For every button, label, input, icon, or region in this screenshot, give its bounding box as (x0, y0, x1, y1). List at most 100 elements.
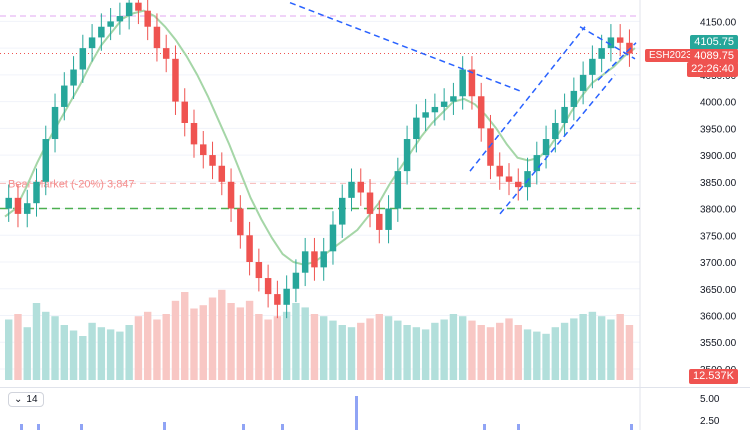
volume-bar (199, 305, 207, 380)
y-tick-label: 3800.00 (700, 205, 737, 216)
volume-bar (588, 311, 597, 380)
volume-bar (51, 316, 59, 380)
candle-body (70, 69, 77, 86)
candle-body (264, 278, 272, 295)
volume-bar (616, 314, 624, 380)
candle-body (403, 139, 411, 172)
candle-body (116, 16, 124, 22)
channel-upper-line (469, 26, 586, 172)
indicator-toggle-button[interactable]: ⌄ 14 (8, 392, 44, 407)
volume-bar (440, 319, 448, 380)
indicator-pane[interactable]: ⌄ 14 (0, 387, 750, 431)
volume-bar (88, 322, 96, 380)
y-tick-label: 3600.00 (700, 311, 737, 322)
volume-bar (5, 319, 13, 380)
volume-bar (60, 325, 68, 380)
volume-bar (357, 322, 365, 380)
volume-tag: 12.537K (689, 369, 738, 384)
volume-bar (310, 314, 319, 380)
sub-indicator-bar (483, 424, 486, 430)
wedge-top-line (579, 26, 636, 60)
volume-bar (14, 314, 22, 380)
candle-body (542, 139, 550, 156)
candle-body (79, 48, 87, 70)
candle-body (172, 58, 179, 102)
y-tick-label: 4000.00 (700, 98, 737, 109)
volume-bar (347, 327, 356, 380)
volume-bar (97, 327, 106, 380)
candle-body (431, 106, 439, 113)
candle-body (589, 58, 596, 75)
volume-bar (496, 322, 504, 380)
volume-bar (106, 329, 115, 380)
candle-body (218, 165, 226, 182)
candle-body (357, 181, 365, 193)
y-tick-label: 4150.00 (700, 17, 737, 28)
candle-body (366, 192, 374, 214)
candle-body (413, 117, 420, 140)
candle-body (42, 139, 50, 182)
volume-bar (477, 325, 485, 380)
candle-body (338, 197, 346, 225)
volume-bar (375, 314, 383, 380)
candle-body (200, 144, 207, 156)
sub-indicator-bar (242, 424, 245, 430)
volume-bar (69, 330, 78, 380)
sub-indicator-bar (163, 422, 166, 430)
sub-indicator-bar (355, 396, 358, 430)
sub-indicator-bar (37, 424, 40, 430)
candle-body (422, 112, 429, 118)
candle-body (579, 74, 587, 91)
candle-body (190, 122, 198, 145)
chevron-down-icon: ⌄ (14, 394, 23, 405)
volume-bar (625, 325, 634, 380)
volume-bar (125, 325, 133, 380)
volume-bar (236, 307, 245, 380)
candle-body (125, 2, 133, 17)
volume-bar (116, 331, 124, 380)
candle-body (607, 37, 615, 49)
candle-body (376, 213, 383, 230)
volume-bar (514, 325, 522, 380)
y-tick-label: 3650.00 (700, 285, 737, 296)
candle-body (23, 203, 31, 214)
volume-bar (292, 303, 300, 380)
volume-bar (421, 329, 430, 380)
volume-bar (42, 311, 50, 380)
candle-body (496, 165, 503, 177)
volume-bar (264, 319, 272, 380)
volume-bar (32, 303, 41, 380)
sub-indicator-bar (20, 424, 23, 430)
volume-bar (134, 316, 143, 380)
sub-indicator-bar (80, 424, 83, 430)
candle-body (626, 42, 633, 54)
volume-bar (403, 325, 411, 380)
volume-bar (579, 314, 587, 380)
volume-bar (273, 316, 282, 380)
sub-tick-label: 5.00 (700, 394, 720, 405)
volume-bar (282, 311, 291, 380)
indicator-period-label: 14 (26, 394, 38, 405)
candle-body (311, 251, 318, 268)
volume-bar (412, 327, 421, 380)
candle-body (237, 208, 244, 236)
volume-bar (431, 322, 439, 380)
volume-bar (533, 331, 541, 380)
candle-body (153, 26, 161, 49)
candle-body (107, 21, 114, 27)
candle-body (88, 37, 96, 49)
candle-body (255, 262, 263, 279)
y-tick-label: 3550.00 (700, 338, 737, 349)
volume-bar (542, 333, 550, 380)
volume-bar (181, 292, 189, 380)
y-tick-label: 3950.00 (700, 124, 737, 135)
candle-body (329, 224, 337, 252)
candle-body (515, 181, 522, 188)
candle-body (570, 90, 578, 107)
volume-bar (486, 327, 495, 380)
y-tick-label: 3750.00 (700, 231, 737, 242)
volume-bar (79, 336, 87, 380)
candle-body (440, 101, 448, 107)
